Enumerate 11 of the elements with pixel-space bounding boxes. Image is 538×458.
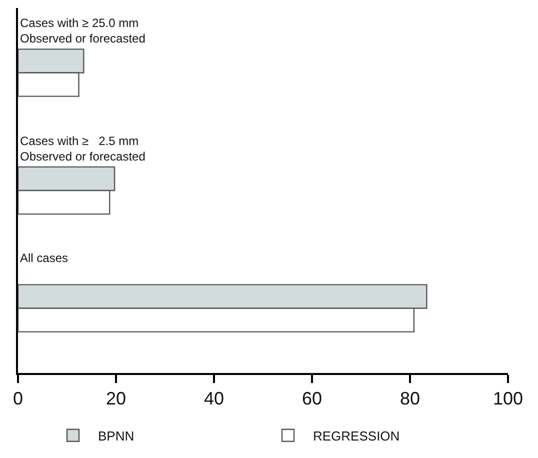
x-tick-label: 80 <box>400 388 420 409</box>
y-tick-label: All cases <box>20 251 68 265</box>
x-tick-label: 60 <box>302 388 322 409</box>
x-tick-label: 100 <box>492 388 524 409</box>
x-tick-label: 0 <box>12 388 24 409</box>
y-tick-label: Cases with ≥ 25.0 mm Observed or forecasted <box>20 16 146 46</box>
x-tick-label: 40 <box>204 388 224 409</box>
legend-label: BPNN <box>98 428 134 444</box>
y-tick-label: Cases with ≥ 2.5 mm Observed or forecasted <box>20 134 146 164</box>
legend-label: REGRESSION <box>313 428 400 444</box>
x-tick-label: 20 <box>106 388 126 409</box>
